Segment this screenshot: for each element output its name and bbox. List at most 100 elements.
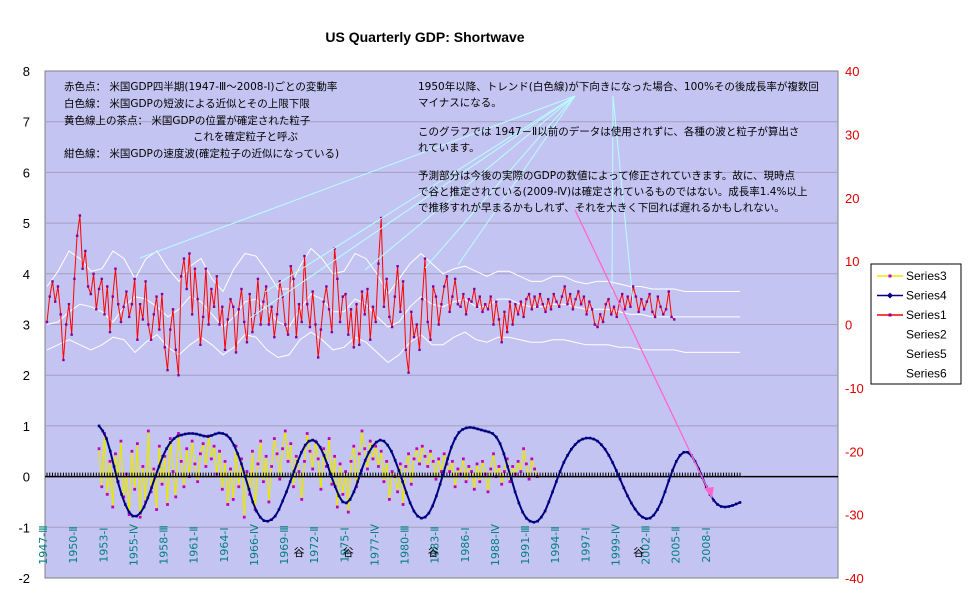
series1-point	[92, 272, 95, 275]
series1-point	[67, 303, 71, 306]
legend-label: Series1	[906, 308, 947, 322]
series4-point	[187, 432, 191, 435]
series3-point	[486, 490, 490, 494]
series1-point	[541, 303, 544, 306]
series3-point	[442, 452, 446, 456]
series1-point	[423, 257, 427, 260]
series3-point	[283, 429, 287, 433]
series1-point	[106, 285, 109, 288]
series4-point	[176, 434, 180, 438]
series1-point	[251, 330, 254, 334]
series3-point	[522, 447, 526, 451]
series1-point	[185, 287, 188, 291]
series3-point	[409, 482, 413, 486]
series1-point	[111, 295, 114, 298]
series1-point	[81, 267, 84, 270]
series1-point	[133, 277, 136, 281]
series3-point	[261, 480, 265, 484]
series1-point	[495, 300, 498, 303]
series1-point	[117, 303, 120, 306]
legend-marker	[888, 313, 892, 317]
series1-point	[610, 313, 613, 316]
series4-point	[678, 454, 682, 457]
series1-point	[503, 310, 506, 314]
series3-point	[450, 459, 454, 463]
series4-point	[108, 449, 112, 453]
series3-point	[234, 444, 238, 448]
pointer-line	[611, 95, 614, 293]
series4-point	[180, 433, 183, 437]
series1-point	[155, 295, 158, 298]
x-tick-label: 1955-Ⅳ	[127, 523, 140, 566]
series4-point	[172, 437, 176, 440]
series1-point	[136, 338, 139, 341]
series1-point	[352, 346, 355, 349]
series1-point	[653, 315, 657, 319]
series1-point	[245, 341, 249, 344]
series1-point	[141, 318, 145, 321]
series4-point	[581, 437, 584, 441]
series4-point	[105, 437, 108, 440]
series1-point	[604, 303, 607, 306]
valley-label: 谷	[294, 546, 305, 559]
series4-point	[502, 452, 506, 456]
right-tick-label: -20	[845, 444, 864, 459]
series1-point	[418, 348, 421, 352]
series3-point	[152, 467, 156, 471]
series1-point	[571, 308, 575, 311]
series1-point	[530, 308, 534, 311]
note-left-1: 赤色点： 米国GDP四半期(1947-Ⅲ～2008-Ⅰ)ごとの変動率	[64, 80, 337, 93]
series1-point	[45, 320, 49, 324]
series4-point	[333, 485, 337, 489]
legend-box	[870, 263, 962, 385]
series3-point	[407, 452, 410, 456]
series1-point	[585, 313, 588, 316]
series4-point	[375, 440, 378, 444]
series3-point	[218, 449, 221, 453]
series1-point	[492, 323, 495, 326]
series3-point	[371, 457, 375, 461]
series3-point	[420, 444, 424, 448]
series3-point	[297, 470, 301, 473]
series4-point	[255, 509, 258, 513]
series3-point	[179, 459, 183, 463]
series4-point	[198, 433, 202, 437]
series1-point	[56, 285, 60, 288]
series1-point	[401, 280, 405, 283]
series4-point	[202, 434, 206, 438]
series4-point	[307, 439, 311, 443]
series1-point	[89, 292, 93, 296]
series3-point	[456, 467, 460, 471]
series4-point	[671, 469, 674, 472]
series4-point	[543, 509, 547, 513]
series4-point	[738, 501, 742, 504]
series1-point	[552, 292, 555, 296]
series3-point	[272, 437, 276, 440]
series4-point	[438, 482, 442, 486]
series1-point	[453, 277, 457, 281]
series1-point	[158, 328, 161, 331]
series1-point	[464, 313, 468, 316]
series4-point	[165, 447, 168, 451]
chart-title: US Quarterly GDP: Shortwave	[325, 29, 524, 45]
series1-point	[201, 315, 205, 319]
series4-point	[168, 441, 172, 444]
series1-point	[527, 292, 531, 296]
series3-point	[196, 480, 200, 484]
series3-point	[259, 439, 263, 443]
series1-point	[149, 338, 153, 341]
series3-point	[256, 462, 260, 466]
series4-point	[450, 445, 453, 449]
series4-point	[603, 447, 607, 451]
series4-point	[405, 491, 408, 495]
series3-point	[316, 457, 320, 461]
series4-point	[513, 490, 517, 494]
series3-point	[130, 449, 134, 453]
series1-point	[574, 297, 577, 301]
series4-point	[626, 494, 629, 498]
series1-point	[508, 300, 512, 303]
series3-point	[398, 462, 402, 466]
series3-point	[286, 459, 290, 463]
series3-point	[390, 470, 394, 473]
note-right-3: このグラフでは 1947－Ⅱ以前のデータは使用されずに、各種の波と粒子が算出さ	[418, 125, 799, 138]
